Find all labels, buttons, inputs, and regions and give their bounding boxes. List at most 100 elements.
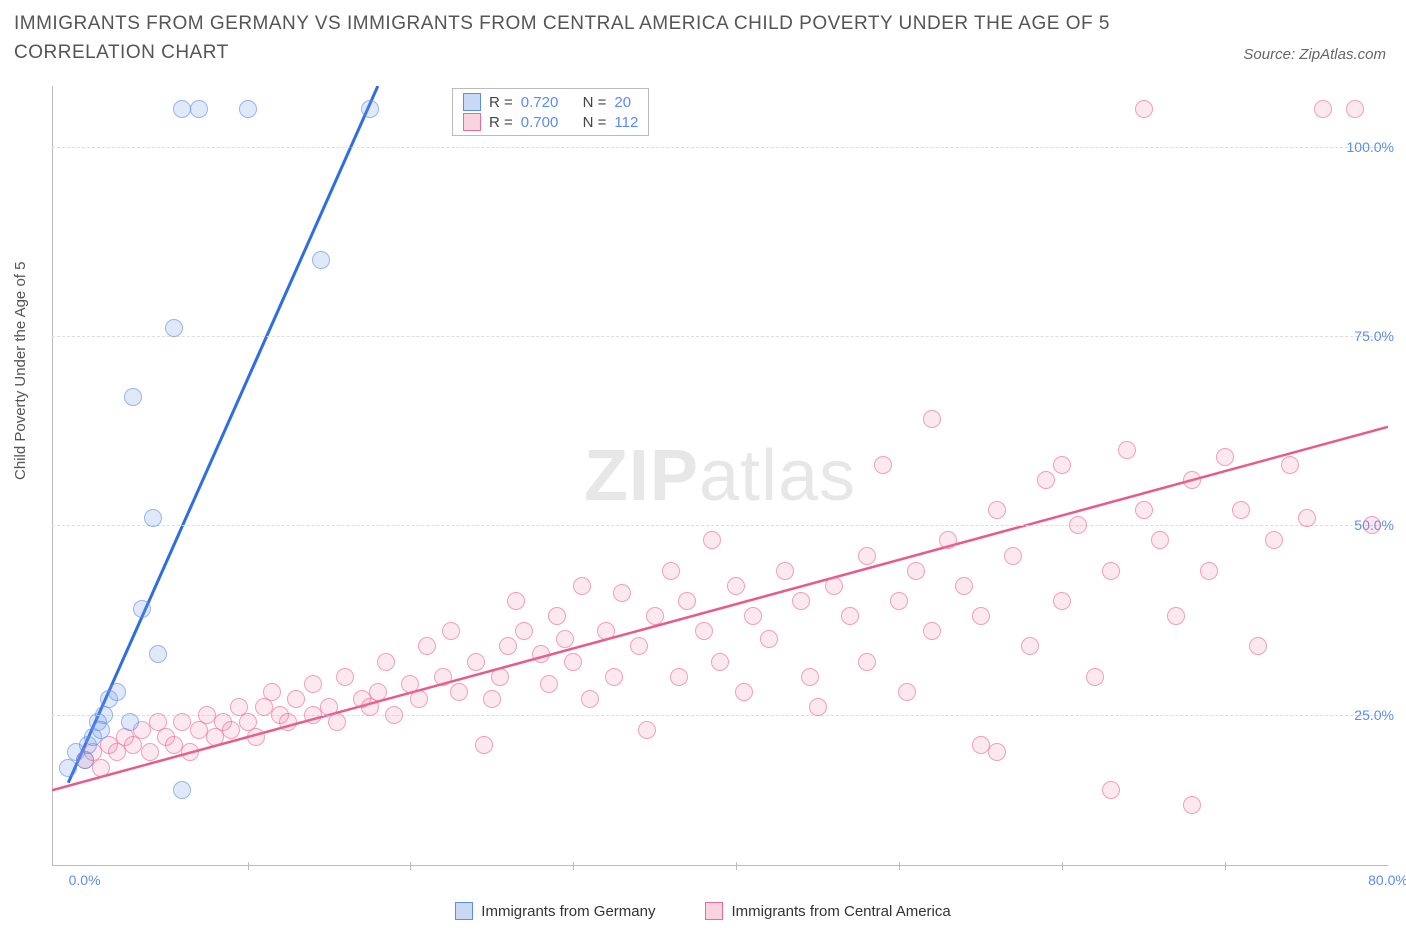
- data-point: [1167, 607, 1185, 625]
- data-point: [858, 547, 876, 565]
- n-value-germany: 20: [614, 94, 631, 111]
- data-point: [173, 781, 191, 799]
- data-point: [377, 653, 395, 671]
- data-point: [190, 100, 208, 118]
- data-point: [646, 607, 664, 625]
- data-point: [532, 645, 550, 663]
- x-tick-minor: [736, 862, 737, 870]
- data-point: [988, 501, 1006, 519]
- data-point: [874, 456, 892, 474]
- legend-item-germany: Immigrants from Germany: [455, 902, 655, 920]
- swatch-germany-icon: [455, 902, 473, 920]
- data-point: [467, 653, 485, 671]
- data-point: [597, 622, 615, 640]
- r-value-central-america: 0.700: [521, 114, 559, 131]
- stats-row-central-america: R = 0.700 N = 112: [463, 113, 638, 131]
- data-point: [108, 683, 126, 701]
- data-point: [304, 706, 322, 724]
- data-point: [312, 251, 330, 269]
- data-point: [1216, 448, 1234, 466]
- legend-label-central-america: Immigrants from Central America: [731, 903, 950, 920]
- data-point: [1053, 592, 1071, 610]
- data-point: [475, 736, 493, 754]
- data-point: [1151, 531, 1169, 549]
- data-point: [173, 100, 191, 118]
- data-point: [841, 607, 859, 625]
- data-point: [711, 653, 729, 671]
- data-point: [279, 713, 297, 731]
- data-point: [165, 319, 183, 337]
- data-point: [556, 630, 574, 648]
- data-point: [825, 577, 843, 595]
- swatch-germany-icon: [463, 93, 481, 111]
- data-point: [801, 668, 819, 686]
- data-point: [703, 531, 721, 549]
- source-link[interactable]: ZipAtlas.com: [1299, 46, 1386, 63]
- data-point: [972, 736, 990, 754]
- data-point: [165, 736, 183, 754]
- x-tick-minor: [410, 862, 411, 870]
- data-point: [638, 721, 656, 739]
- data-point: [923, 622, 941, 640]
- grid-line: [52, 147, 1388, 148]
- data-point: [181, 743, 199, 761]
- data-point: [972, 607, 990, 625]
- scatter-plot-area: ZIPatlas R = 0.720 N = 20 R = 0.700 N = …: [52, 86, 1388, 866]
- data-point: [369, 683, 387, 701]
- y-axis-label: Child Poverty Under the Age of 5: [12, 262, 29, 480]
- data-point: [939, 531, 957, 549]
- data-point: [1086, 668, 1104, 686]
- data-point: [955, 577, 973, 595]
- swatch-central-america-icon: [705, 902, 723, 920]
- data-point: [662, 562, 680, 580]
- data-point: [898, 683, 916, 701]
- data-point: [239, 100, 257, 118]
- r-value-germany: 0.720: [521, 94, 559, 111]
- x-tick-minor: [1225, 862, 1226, 870]
- data-point: [548, 607, 566, 625]
- data-point: [141, 743, 159, 761]
- data-point: [442, 622, 460, 640]
- x-tick-label: 80.0%: [1368, 872, 1406, 888]
- data-point: [1135, 501, 1153, 519]
- data-point: [133, 600, 151, 618]
- y-tick-label: 75.0%: [1354, 328, 1394, 344]
- data-point: [450, 683, 468, 701]
- source-prefix: Source:: [1243, 46, 1299, 63]
- chart-title: IMMIGRANTS FROM GERMANY VS IMMIGRANTS FR…: [14, 10, 1134, 67]
- data-point: [760, 630, 778, 648]
- data-point: [515, 622, 533, 640]
- data-point: [540, 675, 558, 693]
- data-point: [727, 577, 745, 595]
- legend-label-germany: Immigrants from Germany: [481, 903, 655, 920]
- data-point: [1069, 516, 1087, 534]
- data-point: [1118, 441, 1136, 459]
- source-credit: Source: ZipAtlas.com: [1243, 46, 1386, 63]
- data-point: [1314, 100, 1332, 118]
- grid-line: [52, 525, 1388, 526]
- regression-line: [68, 86, 378, 783]
- data-point: [613, 584, 631, 602]
- data-point: [1346, 100, 1364, 118]
- x-tick-minor: [1062, 862, 1063, 870]
- data-point: [92, 721, 110, 739]
- data-point: [630, 637, 648, 655]
- data-point: [581, 690, 599, 708]
- x-tick-minor: [899, 862, 900, 870]
- data-point: [1135, 100, 1153, 118]
- data-point: [1102, 562, 1120, 580]
- data-point: [92, 759, 110, 777]
- data-point: [1037, 471, 1055, 489]
- data-point: [124, 388, 142, 406]
- data-point: [173, 713, 191, 731]
- data-point: [410, 690, 428, 708]
- watermark-atlas: atlas: [699, 436, 856, 516]
- data-point: [1281, 456, 1299, 474]
- data-point: [1102, 781, 1120, 799]
- data-point: [605, 668, 623, 686]
- y-tick-label: 100.0%: [1347, 139, 1394, 155]
- data-point: [1004, 547, 1022, 565]
- swatch-central-america-icon: [463, 113, 481, 131]
- x-tick-label: 0.0%: [69, 872, 101, 888]
- data-point: [1249, 637, 1267, 655]
